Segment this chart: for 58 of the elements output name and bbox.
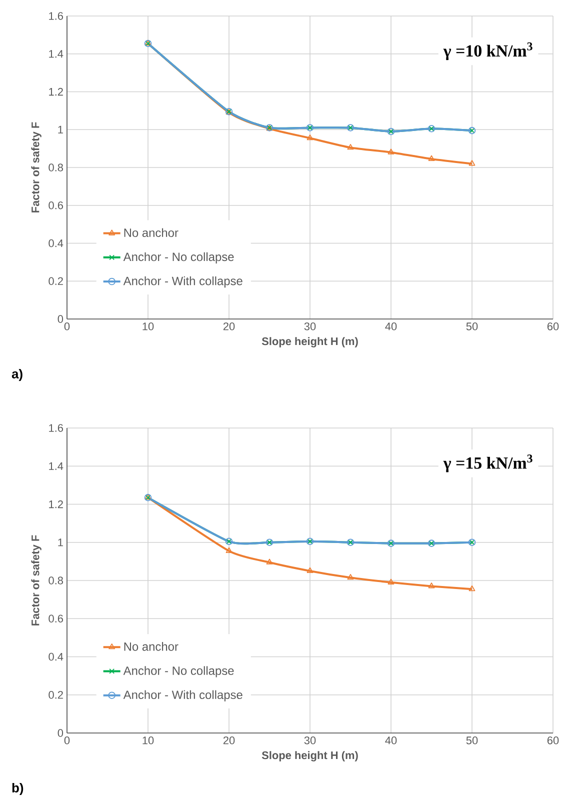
- x-tick-label: 60: [547, 322, 558, 330]
- y-tick-label: 1.4: [48, 462, 63, 470]
- legend-label: Anchor - No collapse: [123, 666, 234, 678]
- x-tick-label: 0: [64, 736, 70, 744]
- x-tick-label: 30: [304, 322, 316, 330]
- annotation: γ =15 kN/m$^{3}$: [443, 454, 532, 472]
- y-tick-label: 0.4: [48, 652, 63, 661]
- point: [428, 155, 435, 162]
- legend-label: Anchor - No collapse: [123, 252, 234, 264]
- x-axis-title: Slope height H (m): [262, 337, 358, 348]
- point: [306, 134, 314, 140]
- x-tick-label: 20: [223, 736, 234, 744]
- point: [347, 574, 354, 580]
- y-tick-label: 1.6: [48, 12, 63, 20]
- x-tick-label: 30: [304, 736, 316, 744]
- y-tick-label: 0.4: [48, 239, 63, 248]
- y-tick-label: 1: [58, 126, 63, 134]
- y-tick-label: 0.6: [48, 201, 63, 210]
- x-tick-label: 10: [142, 322, 154, 330]
- y-tick-label: 1.2: [48, 88, 63, 96]
- point: [388, 578, 394, 584]
- point: [306, 567, 314, 574]
- y-tick-label: 0.8: [48, 576, 63, 584]
- x-tick-label: 50: [466, 736, 478, 744]
- annotation: γ =10 kN/m$^{3}$: [443, 42, 532, 60]
- point: [266, 558, 273, 564]
- legend-label: Anchor - With collapse: [123, 276, 242, 288]
- y-tick-label: 1: [58, 538, 63, 546]
- y-axis-title: Factor of safety F: [30, 535, 42, 626]
- point: [388, 148, 394, 154]
- text: a): [12, 368, 22, 382]
- point: [468, 160, 476, 166]
- y-tick-label: 1.4: [48, 50, 63, 58]
- y-tick-label: 0.6: [48, 614, 63, 622]
- y-tick-label: 1.6: [48, 424, 63, 432]
- x-axis-title: Slope height H (m): [262, 751, 358, 762]
- x-tick-label: 0: [64, 322, 70, 330]
- point: [226, 547, 232, 553]
- x-tick-label: 10: [142, 736, 154, 744]
- x-tick-label: 20: [223, 322, 234, 330]
- point: [347, 144, 354, 150]
- y-tick-label: 0: [58, 729, 63, 737]
- x-tick-label: 40: [384, 322, 396, 330]
- y-axis-title: Factor of safety F: [30, 122, 42, 212]
- point: [428, 582, 435, 588]
- point: [468, 585, 476, 592]
- x-tick-label: 50: [466, 322, 478, 330]
- x-tick-label: 40: [384, 736, 396, 744]
- legend-label: No anchor: [124, 228, 178, 237]
- text: b): [12, 782, 23, 796]
- legend-label: No anchor: [124, 642, 178, 651]
- x-tick-label: 60: [547, 736, 558, 744]
- y-tick-label: 0.2: [48, 691, 63, 699]
- y-tick-label: 0.8: [48, 164, 63, 172]
- y-tick-label: 0.2: [48, 277, 63, 285]
- legend-label: Anchor - With collapse: [123, 690, 242, 702]
- y-tick-label: 0: [58, 315, 63, 323]
- y-tick-label: 1.2: [48, 500, 63, 508]
